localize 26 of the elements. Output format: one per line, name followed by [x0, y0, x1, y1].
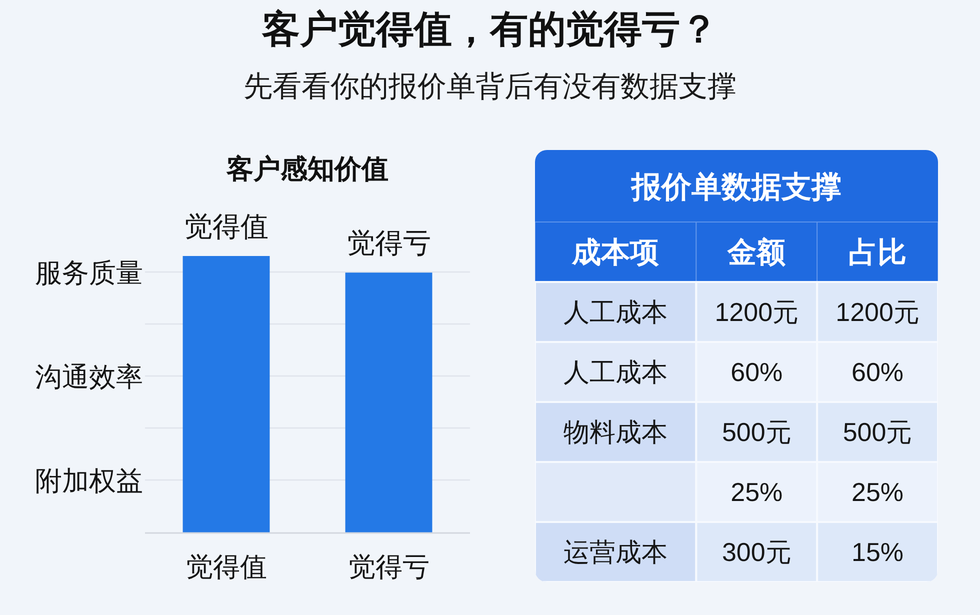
- text: 25%: [852, 477, 904, 507]
- text: 客户觉得值，有的觉得亏？: [261, 8, 718, 51]
- text: 500元: [722, 417, 792, 447]
- text: 1200元: [714, 297, 799, 327]
- text: 运营成本: [564, 537, 668, 567]
- annotation: 觉得值: [184, 211, 268, 242]
- annotation: 觉得亏: [346, 228, 431, 259]
- text: 沟通效率: [35, 362, 143, 392]
- text: 人工成本: [564, 297, 668, 327]
- chart-title: 客户感知价值: [226, 154, 388, 184]
- category-label: 成本项: [571, 237, 660, 269]
- text: 60%: [730, 357, 783, 387]
- text: 先看看你的报价单背后有没有数据支撑: [244, 71, 736, 103]
- text: 500元: [842, 417, 912, 447]
- text: 报价单数据支撑: [630, 171, 842, 204]
- text: 60%: [852, 357, 904, 387]
- text: 人工成本: [564, 357, 668, 387]
- text: 1200元: [836, 297, 920, 327]
- text: 15%: [852, 537, 904, 567]
- category-label: 占比: [848, 237, 907, 269]
- text: 附加权益: [35, 466, 143, 496]
- text: 物料成本: [564, 417, 668, 447]
- text: 25%: [730, 477, 783, 507]
- text: 300元: [722, 537, 792, 567]
- text: 服务质量: [35, 258, 143, 288]
- category-label: 金额: [726, 236, 787, 269]
